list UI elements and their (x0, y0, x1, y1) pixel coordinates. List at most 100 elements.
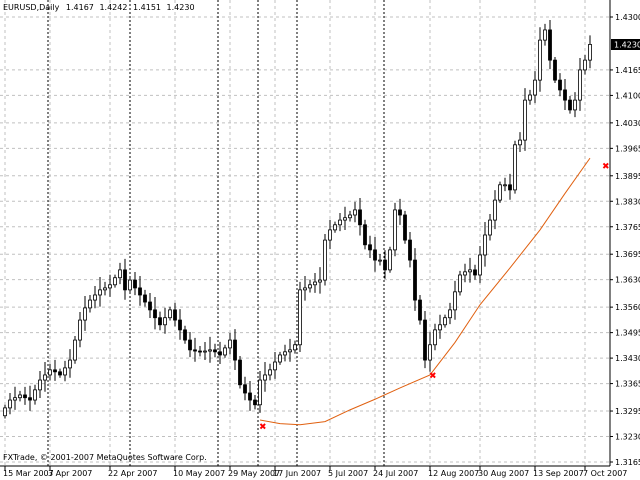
candle-body (273, 361, 277, 371)
candle-body (518, 139, 522, 146)
open-value: 1.4167 (66, 3, 94, 12)
candle-body (233, 339, 237, 361)
candle-body (463, 271, 467, 276)
x-tick-label: 24 Jul 2007 (373, 469, 418, 478)
candle-body (368, 244, 372, 251)
y-tick-label: 1.3765 (615, 223, 640, 232)
candle-body (213, 349, 217, 353)
y-tick-label: 1.3560 (615, 303, 640, 312)
grid (0, 0, 610, 466)
y-tick-label: 1.3895 (615, 172, 640, 181)
candle-body (93, 294, 97, 301)
y-tick-label: 1.3230 (615, 433, 640, 442)
candle-body (88, 299, 92, 309)
candle-body (358, 209, 362, 226)
candle-body (48, 369, 52, 376)
candle-body (158, 317, 162, 326)
y-tick-label: 1.3495 (615, 329, 640, 338)
candle-body (288, 349, 292, 353)
current-price-label: 1.4230 (614, 41, 640, 50)
candle-body (8, 399, 12, 409)
candle-body (253, 399, 257, 406)
y-tick-label: 1.3630 (615, 276, 640, 285)
candle-body (283, 351, 287, 356)
candles (3, 19, 592, 419)
candle-body (473, 269, 477, 276)
candle-body (318, 279, 322, 283)
candle-body (303, 287, 307, 291)
candle-body (338, 219, 342, 226)
low-value: 1.4151 (133, 3, 161, 12)
candle-body (503, 184, 507, 187)
candle-body (268, 369, 272, 376)
candle-body (138, 287, 142, 296)
y-tick-label: 1.3295 (615, 407, 640, 416)
x-tick-label: 22 Apr 2007 (108, 469, 157, 478)
candle-body (328, 229, 332, 241)
x-tick-label: 7 Oct 2007 (583, 469, 627, 478)
candle-body (178, 319, 182, 331)
candle-body (578, 69, 582, 101)
candle-body (528, 94, 532, 101)
candle-body (468, 269, 472, 273)
candle-body (68, 359, 72, 369)
candle-body (548, 29, 552, 61)
candle-body (43, 374, 47, 381)
candle-body (258, 379, 262, 406)
close-value: 1.4230 (167, 3, 195, 12)
candle-body (23, 394, 27, 399)
candle-body (53, 369, 57, 373)
candle-body (373, 249, 377, 261)
candle-body (408, 239, 412, 261)
candle-body (583, 59, 587, 71)
candle-body (83, 307, 87, 321)
candle-body (78, 319, 82, 341)
candle-body (18, 394, 22, 399)
y-tick-label: 1.3165 (615, 458, 640, 467)
y-tick-label: 1.3430 (615, 354, 640, 363)
candle-body (433, 329, 437, 346)
candle-body (243, 384, 247, 394)
x-tick-label: 10 May 2007 (173, 469, 225, 478)
candle-body (498, 184, 502, 201)
candle-body (563, 89, 567, 101)
indicator-curve (259, 157, 591, 426)
candle-body (508, 184, 512, 191)
candle-body (428, 344, 432, 361)
candle-body (228, 339, 232, 349)
candle-body (223, 347, 227, 356)
candle-body (298, 289, 302, 346)
candle-body (108, 284, 112, 289)
candle-body (483, 234, 487, 256)
candle-body (378, 259, 382, 262)
candle-body (173, 309, 177, 321)
candle-body (453, 291, 457, 311)
x-tick-label: 12 Aug 2007 (428, 469, 479, 478)
candle-body (148, 301, 152, 311)
candle-body (413, 259, 417, 301)
chart-header: EURUSD,Daily 1.4167 1.4242 1.4151 1.4230 (3, 3, 195, 12)
candle-body (353, 209, 357, 216)
candle-body (553, 59, 557, 81)
candle-body (123, 269, 127, 291)
y-tick-label: 1.4300 (615, 13, 640, 22)
candle-body (113, 277, 117, 286)
candle-body (333, 224, 337, 231)
candle-body (163, 317, 167, 326)
x-tick-label: 15 Mar 2007 (3, 469, 54, 478)
candle-body (383, 259, 387, 271)
candle-body (198, 350, 202, 353)
candle-body (28, 397, 32, 401)
x-tick-label: 13 Sep 2007 (533, 469, 584, 478)
candle-body (313, 281, 317, 286)
candle-body (63, 367, 67, 376)
candle-body (558, 79, 562, 91)
y-tick-label: 1.3365 (615, 380, 640, 389)
candle-body (238, 359, 242, 386)
candle-body (73, 339, 77, 361)
candle-body (588, 44, 592, 61)
candle-body (348, 214, 352, 219)
candle-body (568, 99, 572, 111)
candle-body (323, 239, 327, 281)
